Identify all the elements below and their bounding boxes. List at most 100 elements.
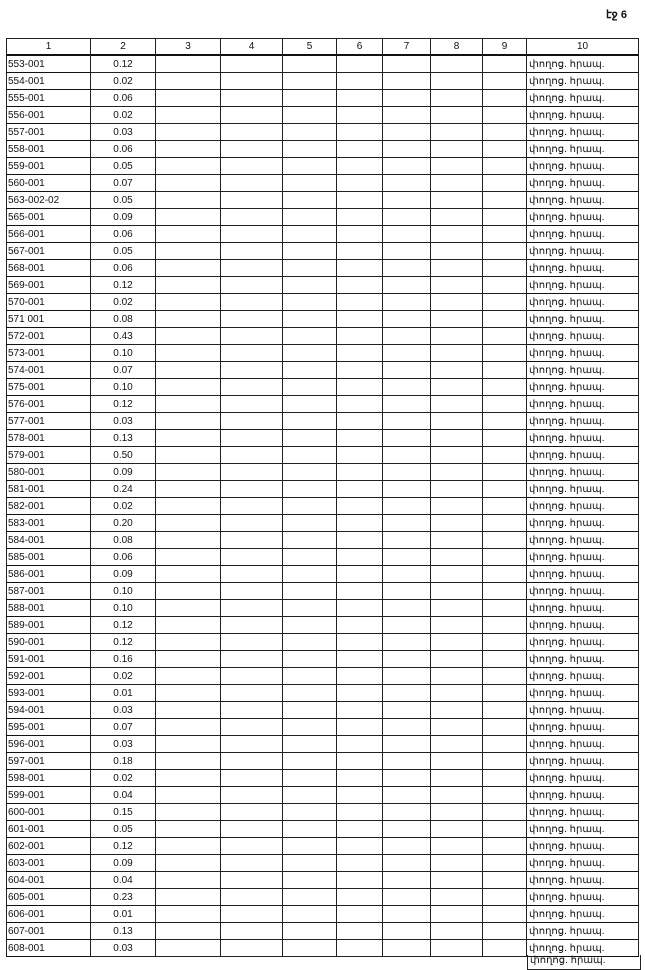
empty-cell: [336, 72, 383, 90]
empty-cell: [155, 361, 221, 379]
empty-cell: [220, 310, 283, 328]
empty-cell: [382, 140, 431, 158]
empty-cell: [220, 769, 283, 787]
empty-cell: [482, 242, 527, 260]
empty-cell: [482, 854, 527, 872]
empty-cell: [430, 225, 483, 243]
empty-cell: [336, 854, 383, 872]
empty-cell: [430, 854, 483, 872]
empty-cell: [382, 820, 431, 838]
empty-cell: [220, 361, 283, 379]
area-value: 0.05: [90, 820, 156, 838]
empty-cell: [336, 446, 383, 464]
empty-cell: [336, 378, 383, 396]
empty-cell: [482, 701, 527, 719]
street-label: փողոց. հրապ.: [526, 157, 639, 175]
table-row: 568-001 0.06 փողոց. հրապ.: [6, 259, 639, 277]
area-value: 0.08: [90, 531, 156, 549]
empty-cell: [155, 327, 221, 345]
empty-cell: [382, 106, 431, 124]
empty-cell: [382, 293, 431, 311]
table-row: 574-001 0.07 փողոց. հրապ.: [6, 361, 639, 379]
empty-cell: [430, 361, 483, 379]
table-row: 572-001 0.43 փողոց. հրապ.: [6, 327, 639, 345]
empty-cell: [482, 157, 527, 175]
empty-cell: [382, 871, 431, 889]
empty-cell: [155, 599, 221, 617]
empty-cell: [282, 599, 337, 617]
parcel-code: 574-001: [6, 361, 91, 379]
empty-cell: [430, 293, 483, 311]
empty-cell: [282, 667, 337, 685]
empty-cell: [282, 616, 337, 634]
street-label: փողոց. հրապ.: [526, 701, 639, 719]
empty-cell: [382, 378, 431, 396]
empty-cell: [155, 531, 221, 549]
empty-cell: [336, 276, 383, 294]
empty-cell: [282, 905, 337, 923]
empty-cell: [482, 888, 527, 906]
empty-cell: [220, 837, 283, 855]
empty-cell: [155, 820, 221, 838]
empty-cell: [482, 72, 527, 90]
empty-cell: [430, 922, 483, 940]
empty-cell: [336, 871, 383, 889]
empty-cell: [155, 463, 221, 481]
empty-cell: [155, 582, 221, 600]
empty-cell: [155, 735, 221, 753]
area-value: 0.12: [90, 633, 156, 651]
empty-cell: [482, 378, 527, 396]
empty-cell: [220, 718, 283, 736]
empty-cell: [155, 786, 221, 804]
empty-cell: [336, 259, 383, 277]
empty-cell: [382, 310, 431, 328]
empty-cell: [382, 191, 431, 209]
empty-cell: [430, 463, 483, 481]
empty-cell: [382, 361, 431, 379]
empty-cell: [482, 344, 527, 362]
empty-cell: [282, 497, 337, 515]
empty-cell: [282, 803, 337, 821]
empty-cell: [220, 395, 283, 413]
empty-cell: [155, 259, 221, 277]
parcel-code: 593-001: [6, 684, 91, 702]
empty-cell: [382, 242, 431, 260]
empty-cell: [336, 939, 383, 957]
area-value: 0.07: [90, 718, 156, 736]
street-label: փողոց. հրապ.: [526, 752, 639, 770]
empty-cell: [482, 208, 527, 226]
street-label: փողոց. հրապ.: [526, 361, 639, 379]
parcel-code: 556-001: [6, 106, 91, 124]
empty-cell: [482, 395, 527, 413]
column-header-2: 2: [90, 38, 156, 56]
empty-cell: [336, 225, 383, 243]
empty-cell: [382, 701, 431, 719]
empty-cell: [430, 123, 483, 141]
empty-cell: [220, 123, 283, 141]
empty-cell: [382, 599, 431, 617]
street-label: փողոց. հրապ.: [526, 650, 639, 668]
street-label: փողոց. հրապ.: [526, 276, 639, 294]
empty-cell: [282, 225, 337, 243]
street-label: փողոց. հրապ.: [526, 599, 639, 617]
street-label: փողոց. հրապ.: [526, 531, 639, 549]
area-value: 0.20: [90, 514, 156, 532]
page-number: էջ 6: [606, 9, 627, 21]
parcel-code: 583-001: [6, 514, 91, 532]
street-label: փողոց. հրապ.: [526, 582, 639, 600]
table-row: 569-001 0.12 փողոց. հրապ.: [6, 276, 639, 294]
empty-cell: [282, 463, 337, 481]
empty-cell: [220, 242, 283, 260]
empty-cell: [430, 718, 483, 736]
parcel-code: 578-001: [6, 429, 91, 447]
street-label: փողոց. հրապ.: [526, 480, 639, 498]
area-value: 0.02: [90, 497, 156, 515]
empty-cell: [482, 718, 527, 736]
empty-cell: [430, 208, 483, 226]
empty-cell: [220, 599, 283, 617]
empty-cell: [430, 667, 483, 685]
empty-cell: [382, 684, 431, 702]
parcel-code: 571 001: [6, 310, 91, 328]
empty-cell: [430, 140, 483, 158]
empty-cell: [430, 650, 483, 668]
